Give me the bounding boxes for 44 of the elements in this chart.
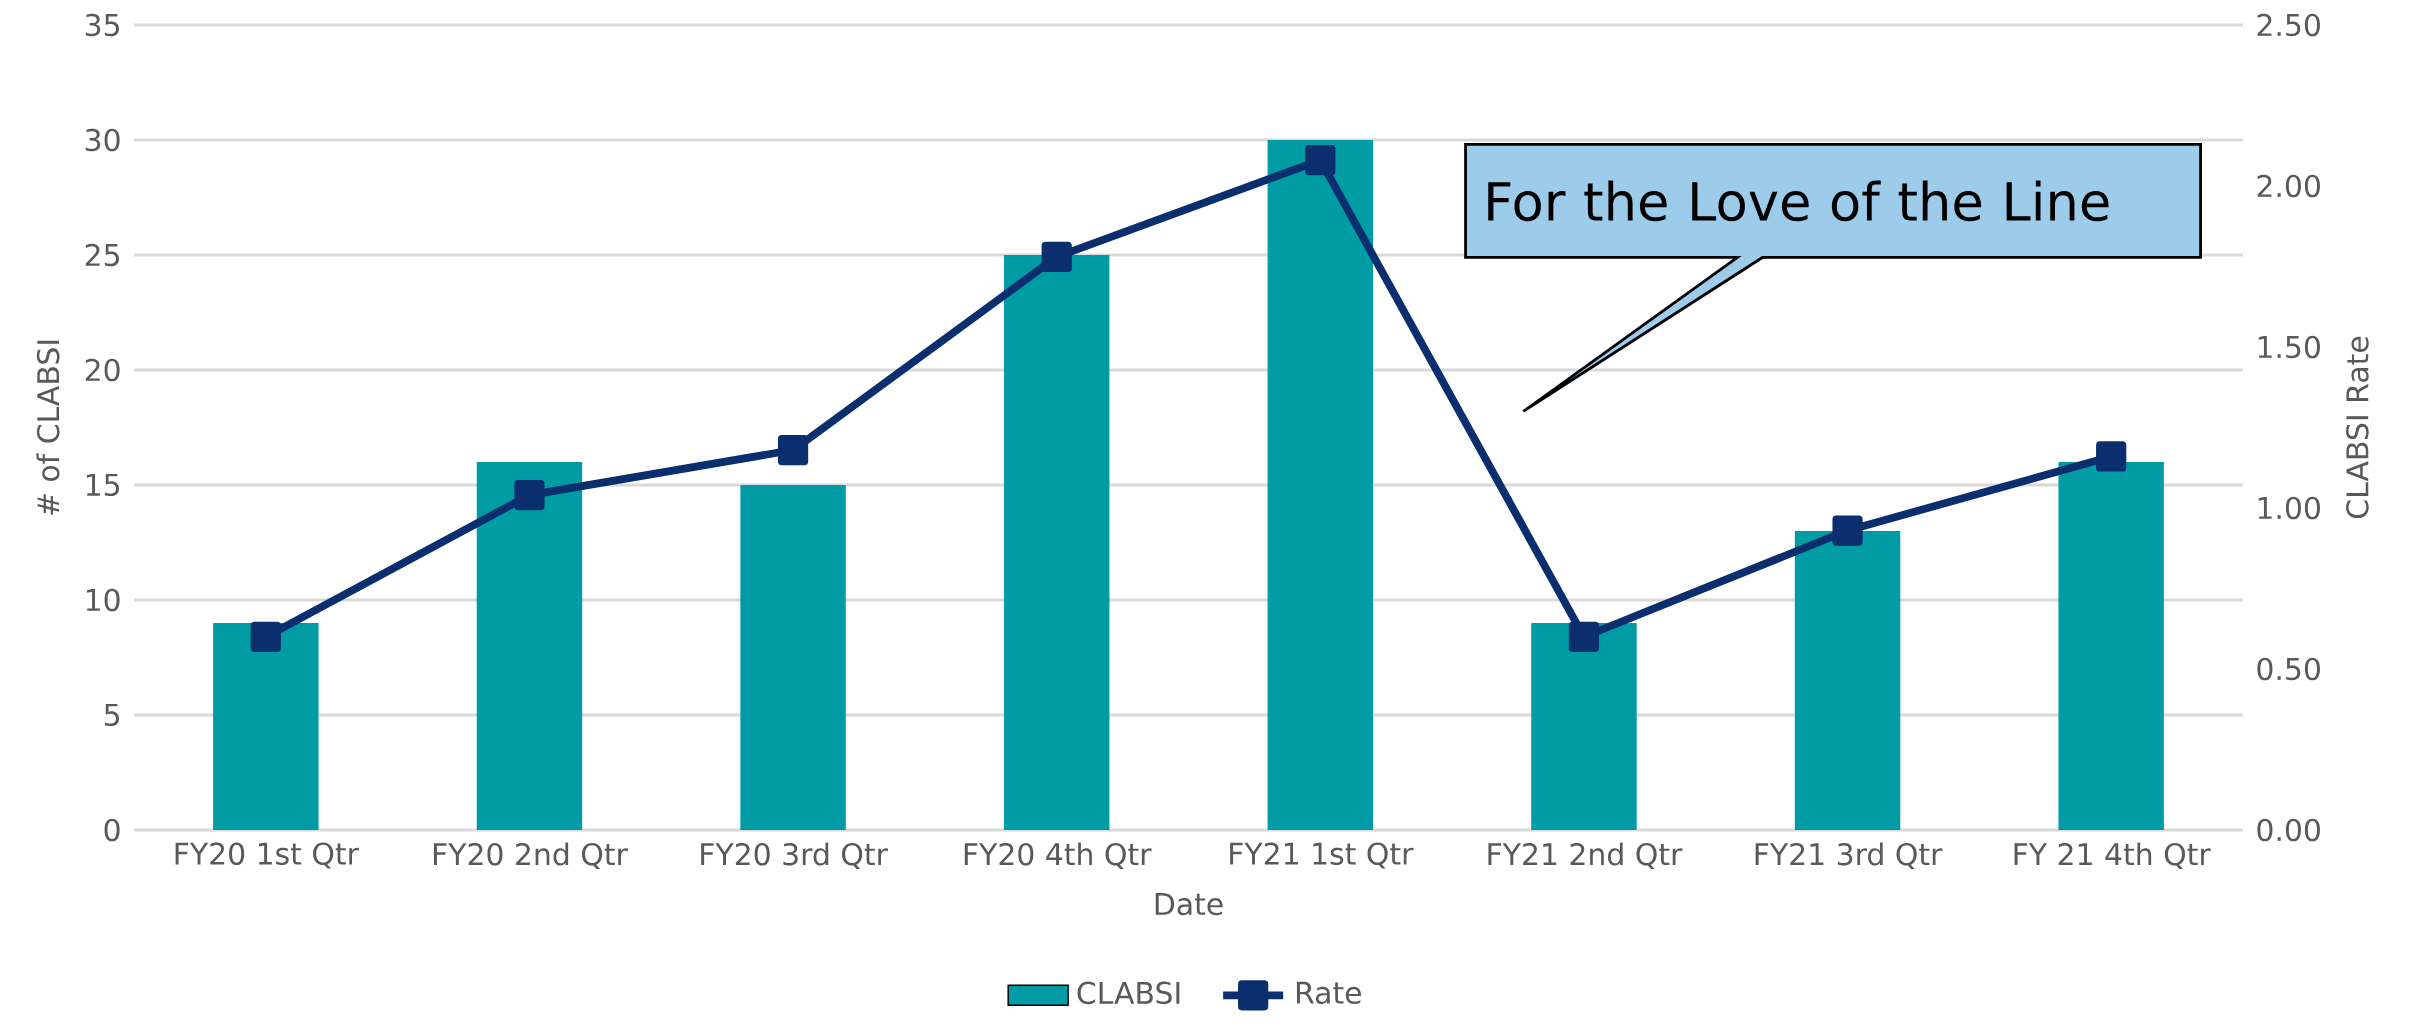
y-tick-label: 30 [85,128,120,152]
x-tick-label: FY21 3rd Qtr [1755,842,1943,869]
x-axis-title: Date [1155,893,1223,916]
bar [740,484,846,830]
y2-tick-label: 1.50 [2258,335,2320,359]
bar [1531,622,1637,830]
point [1832,515,1863,546]
y2-tick-label: 2.50 [2257,13,2320,37]
legend-label: CLABSI [1077,981,1180,1005]
y2-axis-title: CLABSI Rate [2346,336,2369,519]
y-tick-label: 10 [86,588,120,612]
bar [2058,461,2164,830]
y2-tick-label: 1.00 [2258,496,2320,520]
point [1568,621,1600,652]
y2-tick-label: 2.00 [2257,174,2320,198]
x-tick-label: FY20 4th Qtr [964,842,1152,869]
point [250,621,281,652]
y-tick-label: 5 [104,703,119,727]
y-tick-label: 15 [86,473,119,497]
y-tick-label: 0 [104,818,120,842]
y-tick-label: 20 [85,358,120,382]
bar [213,622,319,830]
x-tick-label: FY21 1st Qtr [1230,842,1414,869]
point [777,434,809,466]
y2-tick-label: 0.00 [2257,818,2320,842]
y-tick-label: 25 [85,243,119,267]
bar [1794,530,1901,830]
y-axis-title: # of CLABSI [36,340,60,515]
x-tick-label: FY20 1st Qtr [175,842,359,869]
x-tick-label: FY20 3rd Qtr [701,842,888,869]
point [514,479,545,511]
bar [1267,139,1374,830]
point [2096,441,2127,472]
y2-tick-label: 0.50 [2257,657,2320,681]
bar [476,461,583,830]
point [1041,241,1072,272]
bar [1003,254,1110,830]
y-tick-label: 35 [85,13,119,37]
x-tick-label: FY 21 4th Qtr [2014,842,2211,869]
legend-label: Rate [1296,981,1361,1005]
annotation: For the Love of the Line [1488,180,2109,222]
point [1305,145,1336,176]
x-tick-label: FY21 2nd Qtr [1488,842,1683,869]
x-tick-label: FY20 2nd Qtr [433,842,628,869]
